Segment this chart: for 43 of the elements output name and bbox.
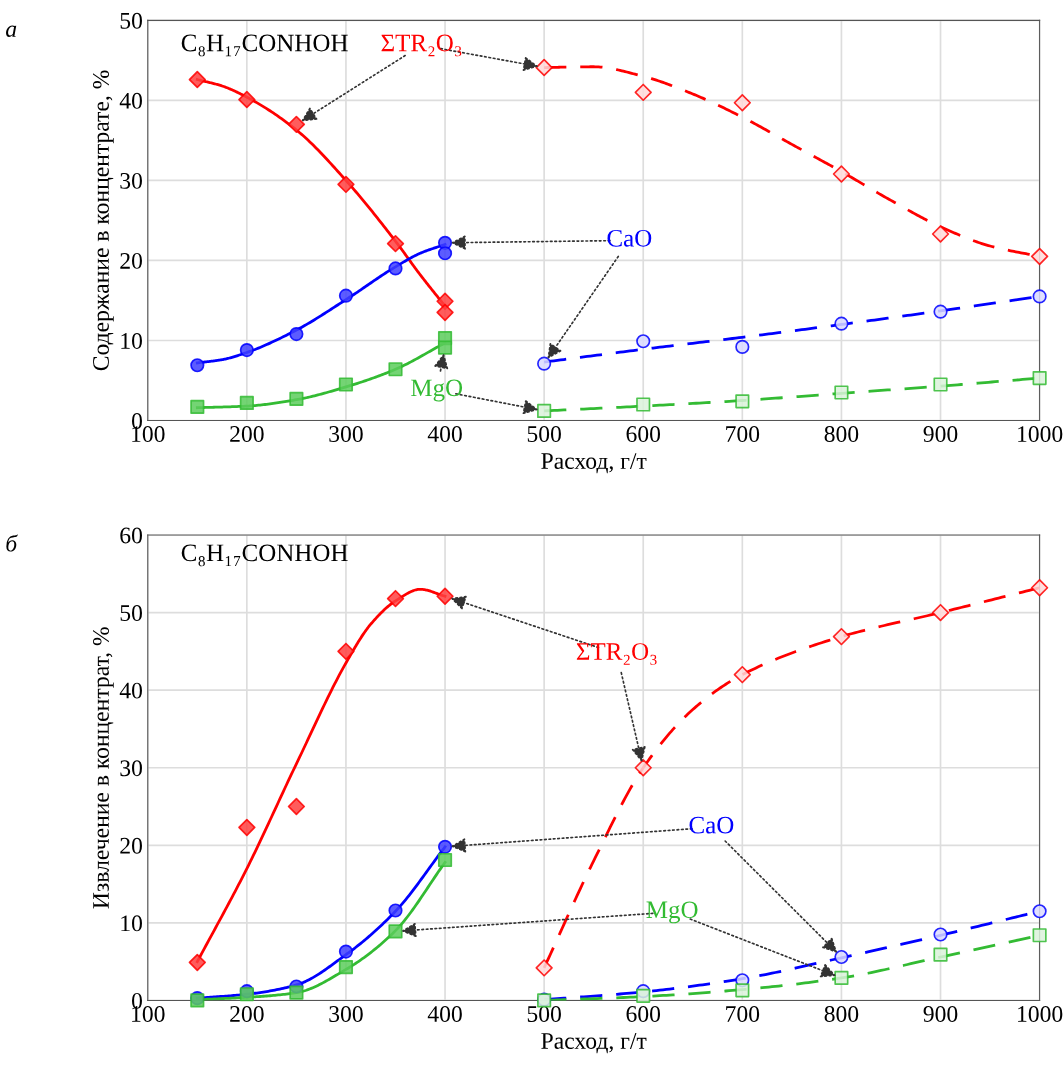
x-tick-label: 1000: [1018, 426, 1063, 442]
annotation: ΣTR₂O₃: [381, 34, 462, 57]
y-tick-label: 30: [120, 172, 142, 189]
text: а: [6, 25, 17, 37]
text: б: [6, 534, 18, 552]
x-tick-label: 600: [626, 426, 661, 442]
y-axis-title: Содержание в концентрате, %: [93, 70, 114, 371]
y-axis-title: Извлечение в концентрат, %: [93, 627, 114, 909]
x-tick-label: 500: [527, 426, 561, 442]
x-tick-label: 500: [527, 1005, 561, 1022]
y-tick-label: 50: [120, 12, 142, 29]
x-tick-label: 900: [923, 426, 958, 442]
x-tick-label: 800: [824, 1005, 859, 1022]
x-tick-label: 900: [923, 1005, 958, 1022]
y-tick-label: 10: [121, 915, 142, 932]
y-tick-label: 40: [119, 92, 142, 109]
y-tick-label: 60: [120, 527, 142, 544]
x-tick-label: 700: [726, 426, 760, 442]
x-tick-label: 700: [726, 1005, 760, 1022]
x-tick-label: 600: [626, 1005, 661, 1022]
annotation: MgO: [411, 379, 463, 402]
y-tick-label: 40: [119, 682, 142, 699]
x-tick-label: 1000: [1018, 1005, 1063, 1022]
x-tick-label: 400: [427, 426, 462, 442]
annotation: MgO: [646, 901, 698, 924]
y-tick-label: 20: [120, 837, 142, 854]
y-tick-label: 20: [120, 252, 142, 269]
y-tick-label: 30: [120, 760, 142, 777]
x-tick-label: 200: [230, 1005, 264, 1022]
x-axis-title: Расход, г/т: [541, 1033, 647, 1054]
x-tick-label: 300: [329, 426, 363, 442]
annotation: C₈H₁₇CONHOH: [181, 544, 348, 567]
x-tick-label: 200: [230, 426, 264, 442]
x-tick-label: 300: [329, 1005, 363, 1022]
x-tick-label: 400: [427, 1005, 462, 1022]
annotation: CaO: [689, 816, 734, 834]
annotation: CaO: [607, 229, 652, 247]
x-axis-title: Расход, г/т: [541, 453, 647, 474]
annotation: ΣTR₂O₃: [576, 643, 657, 665]
y-tick-label: 50: [120, 605, 142, 621]
annotation: C₈H₁₇CONHOH: [181, 34, 348, 57]
x-tick-label: 800: [824, 426, 859, 442]
y-tick-label: 10: [121, 332, 142, 349]
